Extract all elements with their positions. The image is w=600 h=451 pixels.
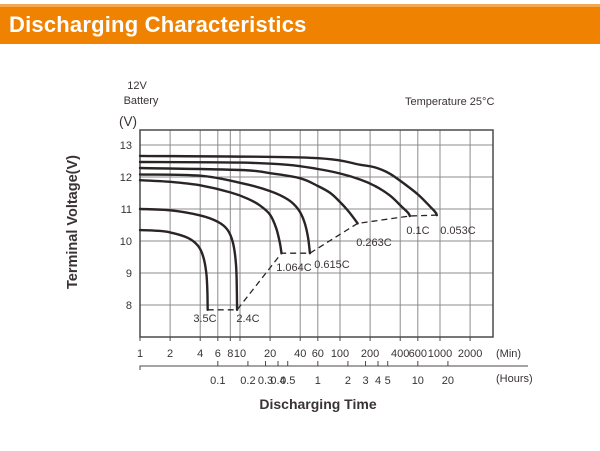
curve-0-263c [138,166,359,225]
curve-label-2-4c: 2.4C [236,313,259,325]
hours-tick-label-5: 5 [385,375,391,387]
x-tick-label-8: 8 [227,348,233,360]
plot-frame [139,129,494,338]
y-tick-label-11: 11 [121,204,132,216]
x-tick-label-40: 40 [294,348,306,360]
curve-1-064c [138,179,283,255]
minutes-unit-label: (Min) [496,348,521,360]
temperature-label: Temperature 25°C [405,96,494,108]
curve-label-1-064c: 1.064C [276,262,312,274]
y-tick-label-9: 9 [126,268,132,280]
x-tick-label-6: 6 [215,348,221,360]
hours-tick-label-3: 3 [362,375,368,387]
hours-tick-label-1: 1 [315,375,321,387]
curve-0-615c [138,173,312,255]
x-tick-label-20: 20 [264,348,276,360]
hours-unit-label: (Hours) [496,373,533,385]
x-tick-label-60: 60 [312,348,324,360]
curve-label-3-5c: 3.5C [193,313,216,325]
y-tick-label-8: 8 [126,300,132,312]
hours-tick-label-2: 2 [345,375,351,387]
y-tick-label-12: 12 [120,172,132,184]
curve-label-0-615c: 0.615C [314,259,350,271]
curves-layer [138,154,438,311]
curve-0-053c [138,154,438,217]
hours-tick-label-0-4: 0.4 [270,375,285,387]
x-tick-label-2: 2 [167,348,173,360]
x-tick-label-100: 100 [331,348,349,360]
x-tick-label-200: 200 [361,348,379,360]
x-tick-label-1000: 1000 [428,348,452,360]
hours-ruler [139,365,528,370]
hours-tick-label-0-1: 0.1 [210,375,225,387]
x-axis-title: Discharging Time [259,396,376,412]
hours-tick-label-10: 10 [412,375,424,387]
x-tick-label-600: 600 [409,348,427,360]
curve-label-0-1c: 0.1C [406,225,429,237]
y-tick-label-10: 10 [120,236,132,248]
y-axis-title: Terminal Voltage(V) [65,155,81,289]
y-tick-label-13: 13 [120,140,132,152]
x-tick-label-1: 1 [137,348,143,360]
curve-label-0-263c: 0.263C [356,237,392,249]
battery-type-line2: Battery [124,95,159,107]
curve-2-4c [138,207,239,311]
curve-3-5c [138,228,209,311]
y-axis-unit-label: (V) [119,114,137,129]
hours-tick-label-20: 20 [442,375,454,387]
hours-tick-label-0-2: 0.2 [240,375,255,387]
x-tick-label-10: 10 [234,348,246,360]
curve-label-0-053c: 0.053C [440,225,476,237]
page-title: Discharging Characteristics [9,12,307,37]
hours-tick-label-4: 4 [375,375,381,387]
x-tick-label-2000: 2000 [458,348,482,360]
hours-tick-label-0-3: 0.3 [258,375,273,387]
axis-layer: 1 2 4 6 8 10 20 40 60 100 200 400 600 1000 20008910111… [120,129,528,387]
x-tick-label-400: 400 [391,348,409,360]
hours-tick-label-0-5: 0.5 [280,375,295,387]
curve-0-1c [138,160,412,218]
header-banner: Discharging Characteristics [0,4,600,44]
battery-type-line1: 12V [127,80,147,92]
x-tick-label-4: 4 [197,348,203,360]
